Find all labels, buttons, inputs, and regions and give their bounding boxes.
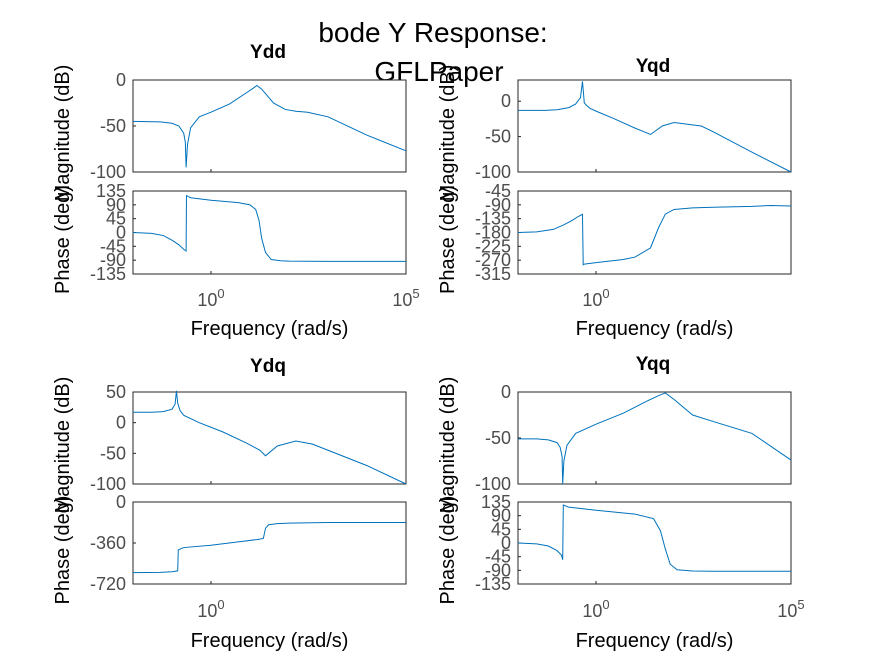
ydq-phase-ytick-label: -720 [90,574,126,594]
ydq-magnitude-ytick-label: -100 [90,474,126,494]
yqq-phase-ytick-label: -90 [485,560,511,580]
yqd-phase-axes: -45-90-135-180-225-270-315 [475,181,792,284]
yqq-magnitude-axes: 0 -50 -100 [475,382,792,494]
ydd-magnitude-ytick-label: -100 [90,162,126,182]
figure-title-line1: bode Y Response: [318,17,547,48]
yqq-phase-ytick-label: 45 [491,519,511,539]
ydd-phase-series-line [132,194,406,262]
ydq-phase-frame [132,501,407,585]
ydd-phase-ylabel: Phase (deg) [52,185,74,294]
yqq-magnitude-ytick-label: -100 [475,474,511,494]
yqq-phase-series-line [517,504,791,572]
ydd-title: Ydd [250,42,286,63]
ydd-xtick-label: 100 [197,286,224,310]
ydq-magnitude-ylabel: Magnitude (dB) [52,377,74,514]
ydq-phase-ytick-label: 0 [116,492,126,512]
yqq-xtick-label: 100 [582,597,609,621]
yqd-magnitude-frame [517,79,792,173]
ydd-xlabel: Frequency (rad/s) [191,318,349,340]
ydq-magnitude-series-line [133,390,407,485]
yqd-magnitude-ytick-label: 0 [501,91,511,111]
yqd-phase-ytick-label: -135 [475,209,511,229]
yqq-phase-ytick-label: 135 [481,492,511,512]
yqq-xlabel: Frequency (rad/s) [576,630,734,652]
ydq-title: Ydq [250,356,286,377]
ydd-phase-ytick-label: -135 [90,264,126,284]
ydq-magnitude-ytick-label: 50 [106,382,126,402]
yqd-magnitude-ytick-label: -100 [475,162,511,182]
ydq-phase-ytick-label: -360 [90,533,126,553]
yqd-magnitude-ylabel: Magnitude (dB) [437,65,459,202]
ydq-phase-axes: 0 -360 -720 [90,492,407,594]
yqd-magnitude-ytick-label: -50 [485,127,511,147]
ydd-phase-ytick-label: 45 [106,209,126,229]
yqd-title: Yqd [636,56,670,77]
ydd-magnitude-series-line [132,84,407,168]
ydd-magnitude-ytick-label: 0 [116,70,126,90]
ydd-xtick-label: 105 [392,286,419,310]
yqq-phase-ytick-label: -45 [485,547,511,567]
yqq-magnitude-frame [517,391,792,485]
yqq-magnitude-ylabel: Magnitude (dB) [437,377,459,514]
ydd-phase-ytick-label: 135 [96,181,126,201]
yqq-magnitude-ytick-label: -50 [485,428,511,448]
yqq-phase-ylabel: Phase (deg) [437,496,459,605]
ydq-magnitude-axes: 50 0 -50 -100 [90,382,407,494]
yqq-phase-ytick-label: -135 [475,574,511,594]
ydd-magnitude-frame [132,79,407,173]
yqd-phase-ytick-label: -180 [475,223,511,243]
yqq-magnitude-series-line [518,392,792,485]
ydq-xlabel: Frequency (rad/s) [191,630,349,652]
ydq-xtick-label: 100 [197,597,224,621]
yqq-xtick-label: 105 [777,597,804,621]
yqd-xlabel: Frequency (rad/s) [576,318,734,340]
yqd-phase-ytick-label: -45 [485,181,511,201]
ydd-magnitude-axes: 0 -50 -100 [90,70,407,182]
yqq-magnitude-ytick-label: 0 [501,382,511,402]
ydd-phase-ytick-label: -90 [100,250,126,270]
ydq-magnitude-ytick-label: -50 [100,443,126,463]
yqd-magnitude-axes: 0 -50 -100 [475,79,792,182]
ydd-phase-ytick-label: 0 [116,223,126,243]
ydd-phase-ytick-label: 90 [106,195,126,215]
ydd-magnitude-ylabel: Magnitude (dB) [52,65,74,202]
yqd-phase-series-line [517,204,792,266]
yqq-title: Yqq [636,354,670,375]
ydq-phase-series-line [132,522,406,574]
yqq-phase-ytick-label: 90 [491,506,511,526]
yqq-phase-ytick-label: 0 [501,533,511,553]
yqd-xtick-label: 100 [582,286,609,310]
ydq-magnitude-ytick-label: 0 [116,413,126,433]
ydd-phase-ytick-label: -45 [100,236,126,256]
yqd-phase-ytick-label: -225 [475,236,511,256]
ydq-phase-ylabel: Phase (deg) [52,496,74,605]
yqd-phase-ytick-label: -270 [475,250,511,270]
yqd-phase-frame [517,190,792,275]
yqd-phase-ylabel: Phase (deg) [437,185,459,294]
yqd-phase-ytick-label: -90 [485,195,511,215]
yqd-phase-ytick-label: -315 [475,264,511,284]
ydd-magnitude-ytick-label: -50 [100,116,126,136]
yqd-magnitude-series-line [518,81,792,173]
